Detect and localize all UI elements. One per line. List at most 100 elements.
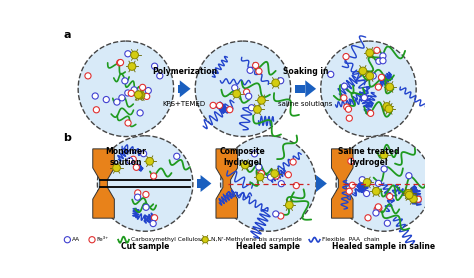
Circle shape [173, 153, 180, 159]
Circle shape [375, 180, 382, 187]
Circle shape [346, 115, 352, 121]
Text: saline solutions: saline solutions [279, 101, 333, 107]
Circle shape [381, 166, 387, 172]
Circle shape [244, 89, 250, 95]
Circle shape [415, 196, 421, 202]
Circle shape [140, 151, 146, 157]
Circle shape [117, 60, 123, 66]
Circle shape [202, 237, 208, 243]
Text: Healed sample in saline: Healed sample in saline [332, 242, 436, 251]
Text: Fe³⁺: Fe³⁺ [97, 237, 109, 242]
Circle shape [152, 63, 158, 69]
Circle shape [135, 91, 142, 99]
Circle shape [150, 220, 156, 227]
Circle shape [321, 41, 416, 136]
Circle shape [136, 91, 143, 99]
Circle shape [248, 105, 255, 111]
Circle shape [143, 204, 149, 210]
Circle shape [144, 93, 150, 100]
Circle shape [135, 194, 141, 200]
Circle shape [406, 173, 412, 179]
Circle shape [348, 158, 354, 164]
Circle shape [374, 47, 380, 53]
Text: b: b [64, 133, 72, 143]
Circle shape [349, 182, 356, 188]
Circle shape [256, 164, 262, 170]
Circle shape [145, 88, 151, 94]
Circle shape [272, 79, 280, 87]
Circle shape [341, 95, 347, 101]
Circle shape [252, 151, 258, 157]
Circle shape [227, 106, 233, 113]
Text: Cut sample: Cut sample [121, 242, 169, 251]
Text: Soaking in: Soaking in [283, 68, 328, 76]
Circle shape [119, 95, 125, 101]
Circle shape [386, 83, 393, 91]
Circle shape [341, 83, 347, 89]
Circle shape [210, 102, 216, 108]
Circle shape [376, 205, 382, 211]
Text: a: a [64, 30, 71, 40]
Circle shape [387, 193, 393, 200]
Circle shape [373, 187, 380, 195]
Text: Carboxymethyl Cellulose: Carboxymethyl Cellulose [131, 237, 205, 242]
Circle shape [278, 213, 284, 219]
Circle shape [336, 136, 431, 231]
Circle shape [359, 67, 367, 75]
Circle shape [366, 49, 374, 57]
Circle shape [405, 191, 413, 199]
Circle shape [278, 181, 284, 187]
Circle shape [256, 68, 262, 74]
Circle shape [127, 158, 133, 164]
Circle shape [114, 99, 120, 105]
Circle shape [271, 170, 279, 178]
Circle shape [128, 63, 136, 70]
Circle shape [254, 106, 261, 113]
Circle shape [285, 201, 293, 209]
Circle shape [375, 84, 382, 90]
Circle shape [92, 93, 98, 99]
Circle shape [139, 84, 146, 90]
Circle shape [380, 151, 388, 159]
Circle shape [258, 170, 264, 177]
Circle shape [363, 178, 371, 186]
Circle shape [344, 104, 350, 110]
Circle shape [113, 164, 120, 172]
Circle shape [290, 159, 296, 165]
Circle shape [125, 120, 131, 126]
Circle shape [103, 96, 109, 103]
Text: AA: AA [72, 237, 80, 242]
Circle shape [376, 58, 382, 64]
Circle shape [346, 188, 352, 194]
Circle shape [241, 161, 249, 169]
Circle shape [220, 136, 316, 231]
Text: Saline treated
hydrogel: Saline treated hydrogel [337, 147, 399, 167]
Circle shape [361, 95, 367, 101]
Circle shape [380, 53, 386, 59]
Circle shape [247, 67, 253, 73]
Polygon shape [201, 175, 211, 192]
Circle shape [78, 41, 173, 136]
Circle shape [125, 90, 131, 96]
Circle shape [131, 87, 137, 93]
Circle shape [364, 190, 370, 197]
Circle shape [253, 62, 259, 68]
Circle shape [152, 215, 158, 221]
Text: KPS+TEMED: KPS+TEMED [163, 101, 206, 107]
Polygon shape [316, 175, 327, 192]
Circle shape [256, 173, 264, 181]
Circle shape [366, 72, 374, 80]
Circle shape [375, 204, 382, 210]
Circle shape [370, 73, 376, 79]
Circle shape [346, 106, 352, 112]
Circle shape [267, 174, 273, 180]
Text: Healed sample: Healed sample [237, 242, 301, 251]
Circle shape [232, 85, 238, 91]
Circle shape [137, 110, 143, 116]
Polygon shape [216, 149, 237, 218]
Text: N,N'-Methylene bis acrylamide: N,N'-Methylene bis acrylamide [210, 237, 301, 242]
Circle shape [130, 156, 137, 162]
Circle shape [373, 210, 379, 216]
Circle shape [258, 96, 265, 104]
Polygon shape [305, 80, 316, 97]
